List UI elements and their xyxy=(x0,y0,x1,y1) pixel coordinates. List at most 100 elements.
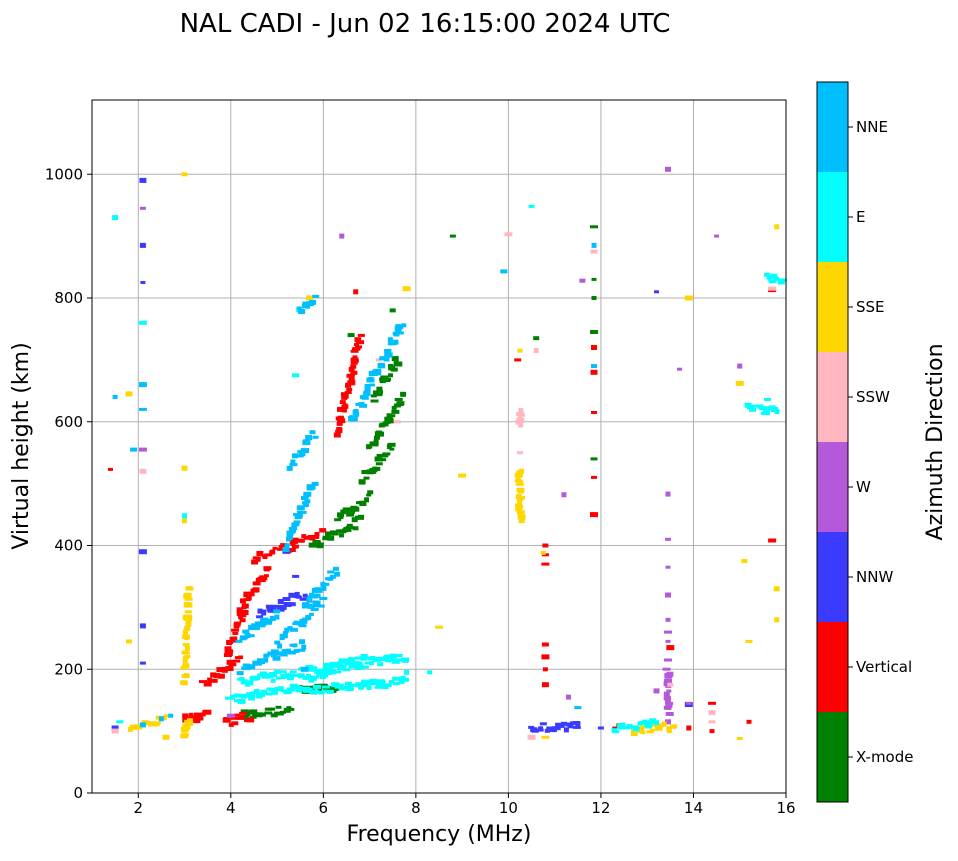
echo-nne xyxy=(293,520,301,524)
echo-x-mode xyxy=(358,514,364,520)
echo-vertical xyxy=(241,610,249,615)
echo-x-mode xyxy=(533,336,540,341)
echo-x-mode xyxy=(371,441,379,447)
echo-vertical xyxy=(666,645,675,651)
echo-x-mode xyxy=(591,296,597,300)
echo-nne xyxy=(294,515,302,520)
echo-nne xyxy=(310,608,319,611)
echo-vertical xyxy=(350,349,359,353)
echo-e xyxy=(384,659,392,663)
echo-vertical xyxy=(357,333,365,337)
echo-ssw xyxy=(768,286,777,291)
echo-vertical xyxy=(239,618,246,623)
echo-nnw xyxy=(299,597,307,601)
grid-lines xyxy=(92,100,787,794)
echo-ssw xyxy=(527,734,536,740)
echo-sse xyxy=(181,465,188,471)
echo-vertical xyxy=(337,406,344,412)
echo-x-mode xyxy=(373,390,380,396)
echo-x-mode xyxy=(590,330,598,334)
echo-nne xyxy=(303,491,312,497)
echo-nne xyxy=(277,643,283,649)
echo-nne xyxy=(307,603,313,608)
echo-vertical xyxy=(241,613,247,618)
echo-e xyxy=(404,669,410,675)
echo-sse xyxy=(184,634,190,638)
echo-x-mode xyxy=(327,535,335,541)
echo-vertical xyxy=(241,603,249,609)
echo-vertical xyxy=(239,711,248,715)
echo-x-mode xyxy=(389,447,395,451)
echo-sse xyxy=(514,479,523,483)
echo-e xyxy=(649,718,657,724)
echo-nne xyxy=(305,615,312,620)
echo-vertical xyxy=(342,403,348,407)
echo-vertical xyxy=(199,680,207,684)
x-tick-label: 16 xyxy=(776,799,795,817)
echo-x-mode xyxy=(322,537,331,541)
echo-e xyxy=(257,673,263,678)
echo-nne xyxy=(374,371,382,376)
echo-nnw xyxy=(597,726,604,730)
echo-nne xyxy=(294,454,302,458)
echo-nne xyxy=(321,585,327,591)
echo-ssw xyxy=(393,420,401,424)
echo-nne xyxy=(302,440,311,446)
echo-sse xyxy=(518,504,523,509)
echo-e xyxy=(239,693,247,697)
echo-vertical xyxy=(345,383,352,388)
echo-nne xyxy=(298,309,306,314)
echo-nne xyxy=(302,603,310,609)
echo-vertical xyxy=(348,366,355,372)
echo-nne xyxy=(293,648,300,653)
echo-e xyxy=(112,215,119,221)
echo-e xyxy=(357,664,364,670)
echo-e xyxy=(392,682,400,686)
x-tick-label: 14 xyxy=(684,799,703,817)
echo-x-mode xyxy=(374,393,383,397)
echo-nne xyxy=(307,437,312,441)
echo-vertical xyxy=(221,666,230,670)
echo-nne xyxy=(316,588,323,593)
echo-w xyxy=(663,697,671,701)
echo-x-mode xyxy=(367,490,374,495)
echo-e xyxy=(758,406,767,411)
echo-nnw xyxy=(552,727,561,731)
echo-x-mode xyxy=(351,517,358,523)
echo-w xyxy=(665,491,671,497)
echo-nne xyxy=(274,640,281,645)
echo-vertical xyxy=(303,535,311,540)
echo-e xyxy=(427,670,433,675)
echo-nne xyxy=(138,382,147,388)
echo-e xyxy=(645,724,653,729)
echo-nnw xyxy=(575,722,581,727)
echo-vertical xyxy=(264,553,273,557)
echo-vertical xyxy=(348,376,355,382)
echo-e xyxy=(342,668,351,672)
echo-nnw xyxy=(140,281,146,284)
echo-nne xyxy=(363,391,371,396)
echo-vertical xyxy=(225,666,234,671)
echo-vertical xyxy=(314,532,320,536)
echo-nne xyxy=(297,450,304,454)
echo-nnw xyxy=(654,290,659,294)
echo-nne xyxy=(305,305,311,309)
echo-nne xyxy=(272,655,281,661)
echo-nne xyxy=(500,269,508,274)
echo-w xyxy=(665,166,671,172)
echo-sse xyxy=(184,625,191,631)
y-tick-label: 400 xyxy=(54,537,83,555)
echo-w xyxy=(666,671,674,677)
echo-nne xyxy=(355,402,361,406)
echo-vertical xyxy=(341,408,347,413)
echo-nne xyxy=(297,622,306,626)
data-marks xyxy=(108,166,787,740)
echo-nne xyxy=(239,637,247,641)
echo-nne xyxy=(304,499,311,504)
echo-vertical xyxy=(224,646,232,652)
echo-sse xyxy=(179,680,188,684)
echo-x-mode xyxy=(317,688,323,692)
echo-e xyxy=(247,680,254,686)
echo-e xyxy=(315,668,323,672)
echo-vertical xyxy=(215,673,221,678)
